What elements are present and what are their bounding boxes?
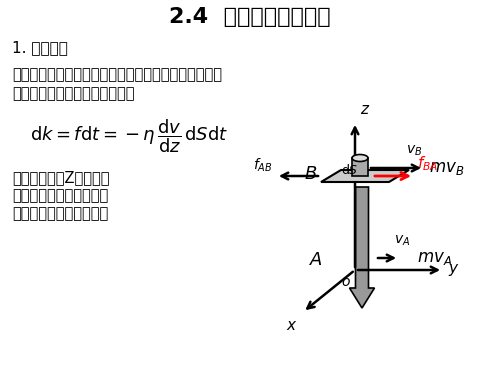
Text: 着流速减小的方向传递。: 着流速减小的方向传递。 bbox=[12, 206, 108, 221]
Text: $f_{AB}$: $f_{AB}$ bbox=[254, 157, 273, 174]
Text: $z$: $z$ bbox=[360, 102, 370, 117]
Bar bbox=[352, 158, 368, 176]
Text: $B$: $B$ bbox=[304, 165, 317, 183]
Text: 定义：相邻两层流体因流速不同有相对运动时，沿接触: 定义：相邻两层流体因流速不同有相对运动时，沿接触 bbox=[12, 67, 222, 82]
Text: $mv_B$: $mv_B$ bbox=[429, 159, 464, 177]
Text: $f_{BA}$: $f_{BA}$ bbox=[417, 154, 438, 173]
Text: $o$: $o$ bbox=[341, 275, 351, 289]
Polygon shape bbox=[321, 170, 409, 182]
Text: $v_A$: $v_A$ bbox=[394, 234, 410, 248]
Text: 负号表示动量Z的负方向: 负号表示动量Z的负方向 bbox=[12, 170, 110, 185]
Text: 面互施切向力（粘滖力）的现象: 面互施切向力（粘滖力）的现象 bbox=[12, 86, 134, 101]
Text: $y$: $y$ bbox=[448, 262, 460, 278]
Text: 2.4  气体中的输运现象: 2.4 气体中的输运现象 bbox=[169, 7, 331, 27]
Text: $v_B$: $v_B$ bbox=[406, 144, 422, 158]
FancyArrow shape bbox=[350, 187, 374, 308]
Text: $A$: $A$ bbox=[309, 251, 323, 269]
Text: $x$: $x$ bbox=[286, 318, 298, 333]
Text: $mv_A$: $mv_A$ bbox=[417, 249, 452, 267]
Text: $\mathrm{d}S$: $\mathrm{d}S$ bbox=[340, 163, 358, 177]
Text: $\mathrm{d}k = f\mathrm{d}t = -\eta\,\dfrac{\mathrm{d}v}{\mathrm{d}z}\,\mathrm{d: $\mathrm{d}k = f\mathrm{d}t = -\eta\,\df… bbox=[30, 117, 228, 154]
Ellipse shape bbox=[352, 154, 368, 162]
Text: 传递，即表明动量总是朝: 传递，即表明动量总是朝 bbox=[12, 188, 108, 203]
Text: 1. 粘滖现象: 1. 粘滖现象 bbox=[12, 40, 68, 55]
